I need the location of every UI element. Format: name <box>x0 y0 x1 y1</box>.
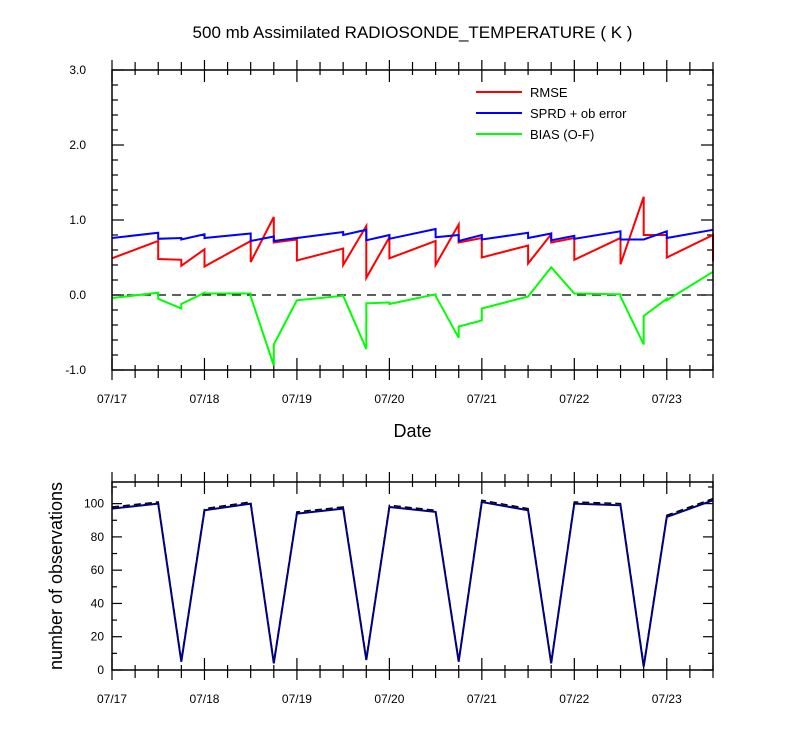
top-y-tick-label: -1.0 <box>65 363 86 377</box>
bottom-x-tick-label: 07/17 <box>97 692 127 706</box>
bottom-x-tick-label: 07/23 <box>652 692 682 706</box>
series-line-rmse <box>111 196 714 282</box>
chart-title: 500 mb Assimilated RADIOSONDE_TEMPERATUR… <box>193 23 633 42</box>
top-plot-frame <box>111 69 714 371</box>
top-y-tick-labels: -1.0 0.0 1.0 2.0 3.0 <box>65 63 86 377</box>
legend-label: SPRD + ob error <box>530 106 627 121</box>
obs-line-assimilated <box>111 497 714 666</box>
bottom-plot-frame <box>111 481 714 671</box>
y-axis-title: number of observations <box>46 482 66 670</box>
series-line-bias-o-f- <box>111 265 714 366</box>
bottom-series-group <box>111 497 714 667</box>
legend-label: RMSE <box>530 85 568 100</box>
top-x-tick-label: 07/22 <box>559 392 589 406</box>
bottom-y-tick-label: 40 <box>91 596 105 610</box>
top-panel: 500 mb Assimilated RADIOSONDE_TEMPERATUR… <box>65 23 714 441</box>
top-y-tick-label: 0.0 <box>69 288 86 302</box>
top-x-tick-label: 07/23 <box>652 392 682 406</box>
x-axis-title: Date <box>393 421 431 441</box>
bottom-panel: 07/17 07/18 07/19 07/20 07/21 07/22 07/23 0 20 4… <box>46 472 714 706</box>
top-series-group <box>111 196 714 366</box>
legend-label: BIAS (O-F) <box>530 127 594 142</box>
top-y-tick-label: 3.0 <box>69 63 86 77</box>
bottom-x-tick-label: 07/22 <box>559 692 589 706</box>
bottom-y-tick-labels: 0 20 40 60 80 100 <box>84 497 104 677</box>
bottom-x-tick-labels: 07/17 07/18 07/19 07/20 07/21 07/22 07/23 <box>97 692 682 706</box>
bottom-y-tick-label: 60 <box>91 563 105 577</box>
series-line-sprd-ob-error <box>111 227 714 243</box>
obs-line-used <box>111 499 714 667</box>
bottom-y-tick-label: 80 <box>91 530 105 544</box>
top-x-tick-label: 07/20 <box>374 392 404 406</box>
bottom-x-tick-label: 07/20 <box>374 692 404 706</box>
top-y-tick-label: 1.0 <box>69 213 86 227</box>
bottom-y-tick-label: 100 <box>84 497 104 511</box>
top-x-tick-label: 07/17 <box>97 392 127 406</box>
bottom-axis-ticks <box>111 472 714 680</box>
bottom-y-tick-label: 20 <box>91 630 105 644</box>
top-x-tick-label: 07/21 <box>467 392 497 406</box>
top-x-tick-label: 07/19 <box>282 392 312 406</box>
top-x-tick-label: 07/18 <box>189 392 219 406</box>
legend: RMSE SPRD + ob error BIAS (O-F) <box>476 85 627 142</box>
bottom-x-tick-label: 07/19 <box>282 692 312 706</box>
bottom-y-tick-label: 0 <box>97 663 104 677</box>
top-x-tick-labels: 07/17 07/18 07/19 07/20 07/21 07/22 07/23 <box>97 392 682 406</box>
top-y-tick-label: 2.0 <box>69 138 86 152</box>
bottom-x-tick-label: 07/21 <box>467 692 497 706</box>
bottom-x-tick-label: 07/18 <box>189 692 219 706</box>
